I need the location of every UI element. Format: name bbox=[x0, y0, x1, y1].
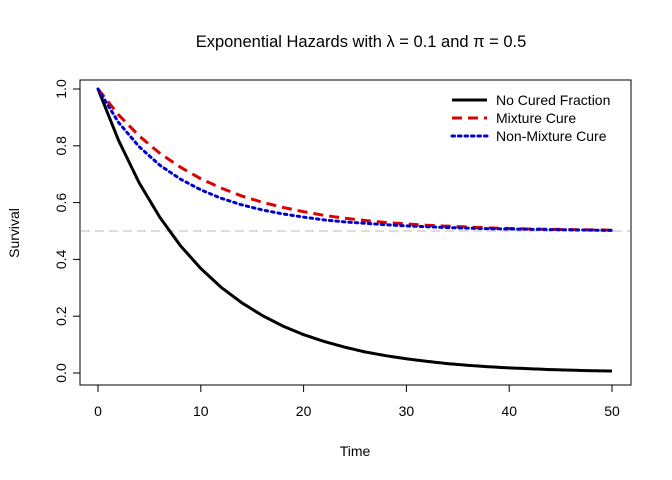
y-tick-label: 0.0 bbox=[53, 363, 69, 383]
legend-item-no-cured-fraction: No Cured Fraction bbox=[452, 92, 610, 108]
x-tick-label: 40 bbox=[501, 403, 517, 419]
legend-item-mixture-cure: Mixture Cure bbox=[452, 110, 576, 126]
x-axis: 0 10 20 30 40 50 bbox=[94, 384, 620, 419]
legend-label: Non-Mixture Cure bbox=[496, 128, 607, 144]
y-axis: 0.0 0.2 0.4 0.6 0.8 1.0 bbox=[53, 79, 81, 383]
y-axis-title: Survival bbox=[6, 208, 22, 258]
series-line-no-cured-fraction bbox=[96, 88, 613, 373]
series-layer bbox=[96, 87, 614, 373]
y-tick-label: 0.4 bbox=[53, 249, 69, 269]
chart-title: Exponential Hazards with λ = 0.1 and π =… bbox=[196, 33, 527, 51]
legend-item-non-mixture-cure: Non-Mixture Cure bbox=[450, 128, 607, 144]
legend-label: No Cured Fraction bbox=[496, 92, 610, 108]
series-line-non-mixture-cure bbox=[96, 87, 614, 232]
y-tick-label: 1.0 bbox=[53, 79, 69, 99]
x-axis-title: Time bbox=[340, 443, 371, 459]
x-tick-label: 10 bbox=[193, 403, 209, 419]
x-tick-label: 30 bbox=[399, 403, 415, 419]
x-tick-label: 0 bbox=[94, 403, 102, 419]
y-tick-label: 0.6 bbox=[53, 193, 69, 213]
x-tick-label: 50 bbox=[604, 403, 620, 419]
y-tick-label: 0.8 bbox=[53, 136, 69, 156]
legend: No Cured Fraction Mixture Cure Non-Mixture… bbox=[450, 92, 610, 144]
y-tick-label: 0.2 bbox=[53, 306, 69, 326]
x-tick-label: 20 bbox=[296, 403, 312, 419]
legend-label: Mixture Cure bbox=[496, 110, 576, 126]
